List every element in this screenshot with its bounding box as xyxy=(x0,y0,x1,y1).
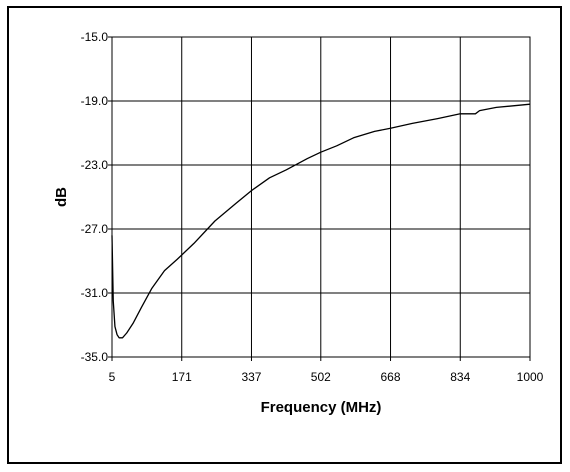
y-axis-title: dB xyxy=(53,187,70,207)
chart-frame xyxy=(7,6,562,464)
x-tick-label: 502 xyxy=(311,370,331,384)
series-line xyxy=(111,103,531,339)
x-tick-label: 1000 xyxy=(517,370,544,384)
y-tick-label: -35.0 xyxy=(81,350,109,364)
y-tick-label: -23.0 xyxy=(81,158,109,172)
y-tick-label: -19.0 xyxy=(81,94,109,108)
x-tick-label: 171 xyxy=(172,370,192,384)
y-tick-label: -15.0 xyxy=(81,30,109,44)
x-axis-title: Frequency (MHz) xyxy=(261,399,382,416)
y-tick-label: -31.0 xyxy=(81,286,109,300)
y-tick-label: -27.0 xyxy=(81,222,109,236)
x-tick-label: 5 xyxy=(109,370,116,384)
x-tick-label: 668 xyxy=(381,370,401,384)
x-tick-label: 834 xyxy=(450,370,470,384)
x-tick-label: 337 xyxy=(241,370,261,384)
